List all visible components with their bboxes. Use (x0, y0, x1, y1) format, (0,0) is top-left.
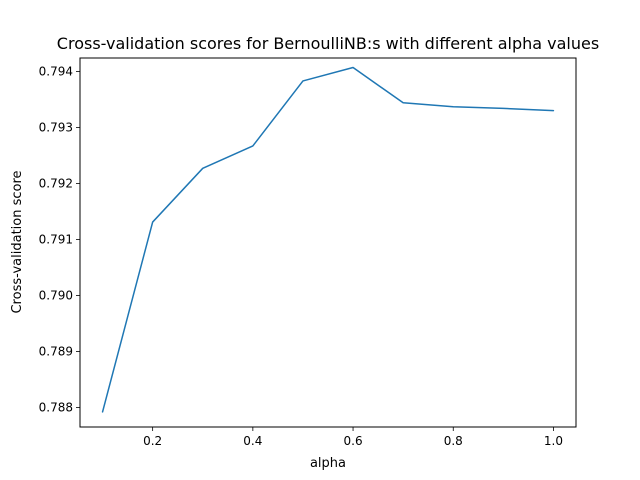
chart-title: Cross-validation scores for BernoulliNB:… (57, 34, 599, 53)
x-tick-label: 0.8 (444, 434, 463, 448)
y-tick-label: 0.793 (39, 120, 73, 134)
x-tick-label: 1.0 (544, 434, 563, 448)
y-tick-label: 0.788 (39, 400, 73, 414)
plot-area (101, 66, 555, 413)
series-line (101, 66, 555, 413)
x-tick-label: 0.2 (143, 434, 162, 448)
x-tick-label: 0.4 (243, 434, 262, 448)
y-tick-label: 0.794 (39, 64, 73, 78)
y-tick-label: 0.790 (39, 288, 73, 302)
y-tick-label: 0.792 (39, 176, 73, 190)
y-tick-label: 0.789 (39, 344, 73, 358)
x-tick-label: 0.6 (344, 434, 363, 448)
plot-frame (79, 57, 577, 428)
y-axis-label: Cross-validation score (10, 170, 25, 313)
y-tick-label: 0.791 (39, 232, 73, 246)
x-axis-label: alpha (310, 456, 346, 471)
